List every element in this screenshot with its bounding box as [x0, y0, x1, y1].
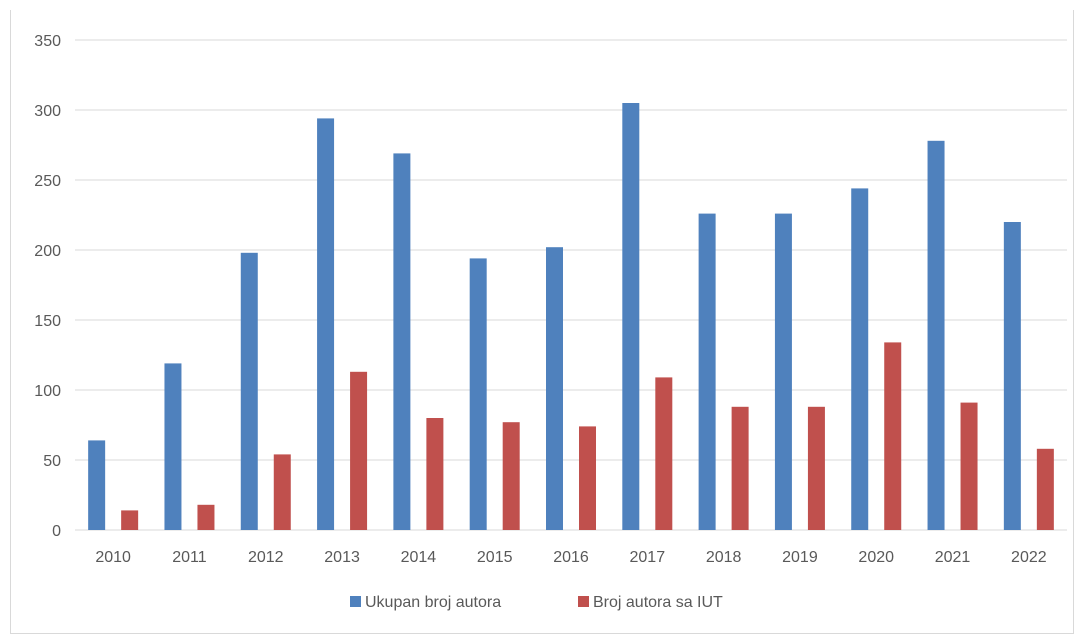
bar-ukupan-2020: [851, 188, 869, 530]
legend-item: Broj autora sa IUT: [578, 594, 723, 611]
legend-label: Broj autora sa IUT: [593, 594, 723, 611]
bar-ukupan-2016: [546, 247, 563, 530]
x-tick-label: 2019: [782, 549, 818, 566]
y-tick-label: 0: [52, 523, 61, 540]
bar-iut-2015: [502, 422, 520, 530]
legend-label: Ukupan broj autora: [365, 594, 501, 611]
y-axis-tick-labels: 0 50 100 150 200 250 300 350: [34, 33, 61, 540]
bar-iut-2022: [1036, 448, 1054, 530]
y-tick-label: 150: [34, 313, 61, 330]
bar-iut-2020: [884, 342, 902, 530]
x-tick-label: 2022: [1011, 549, 1047, 566]
bar-ukupan-2014: [393, 153, 411, 530]
bar-ukupan-2013: [317, 118, 335, 531]
bar-iut-2018: [731, 406, 749, 530]
bar-iut-2012: [273, 454, 291, 530]
legend-swatch: [350, 596, 361, 607]
x-tick-label: 2014: [401, 549, 437, 566]
bar-iut-2021: [960, 402, 978, 530]
x-tick-label: 2011: [172, 549, 207, 566]
gridlines: [75, 39, 1067, 531]
y-tick-label: 350: [34, 33, 61, 50]
x-tick-label: 2017: [630, 549, 666, 566]
bar-iut-2019: [807, 406, 825, 530]
bars: [88, 103, 1054, 531]
y-tick-label: 50: [43, 453, 61, 470]
legend-swatch: [578, 596, 589, 607]
bar-ukupan-2018: [698, 213, 716, 530]
x-tick-label: 2013: [324, 549, 360, 566]
y-tick-label: 100: [34, 383, 61, 400]
bar-ukupan-2017: [622, 103, 640, 530]
bar-iut-2011: [197, 504, 215, 530]
bar-iut-2013: [350, 371, 368, 530]
bar-ukupan-2021: [927, 140, 945, 531]
legend-item: Ukupan broj autora: [350, 594, 501, 611]
x-tick-label: 2016: [553, 549, 589, 566]
bar-ukupan-2022: [1003, 222, 1021, 530]
bar-iut-2017: [655, 377, 673, 530]
bar-iut-2010: [121, 510, 139, 530]
y-tick-label: 300: [34, 103, 61, 120]
x-tick-label: 2015: [477, 549, 513, 566]
x-axis-tick-labels: 2010 2011 2012 2013 2014 2015 2016 2017 2018 2019…: [95, 549, 1046, 566]
chart-container: 0 50 100 150 200 250 300 350 2010 2011 2012 2013 20…: [10, 10, 1074, 634]
y-tick-label: 250: [34, 173, 61, 190]
bar-ukupan-2011: [164, 363, 182, 530]
x-tick-label: 2018: [706, 549, 742, 566]
bar-ukupan-2012: [240, 252, 258, 531]
x-tick-label: 2010: [95, 549, 131, 566]
bar-ukupan-2019: [774, 213, 792, 530]
legend: Ukupan broj autora Broj autora sa IUT: [350, 594, 723, 611]
y-tick-label: 200: [34, 243, 61, 260]
bar-iut-2016: [579, 426, 596, 530]
x-tick-label: 2021: [935, 549, 971, 566]
bar-ukupan-2010: [88, 440, 106, 530]
x-tick-label: 2012: [248, 549, 284, 566]
x-tick-label: 2020: [858, 549, 894, 566]
bar-ukupan-2015: [469, 258, 487, 530]
bar-iut-2014: [426, 418, 444, 530]
